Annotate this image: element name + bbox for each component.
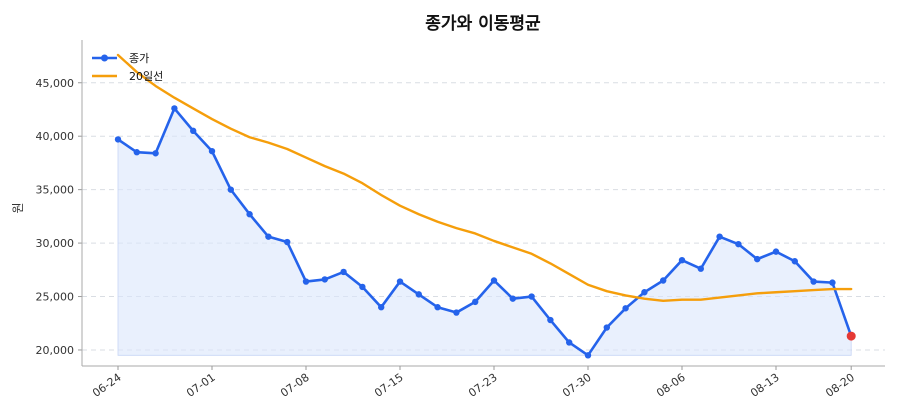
close-point xyxy=(660,277,667,284)
close-point xyxy=(641,289,648,296)
close-point xyxy=(246,211,253,218)
y-tick-label: 30,000 xyxy=(36,237,75,250)
legend-label-close: 종가 xyxy=(129,52,149,65)
close-point xyxy=(754,255,761,263)
close-point xyxy=(622,305,629,312)
chart-title: 종가와 이동평균 xyxy=(425,14,541,34)
ma20-line xyxy=(116,53,853,302)
close-point xyxy=(678,256,686,264)
x-tick-label: 07-23 xyxy=(466,371,500,400)
x-tick-label: 07-01 xyxy=(184,371,218,400)
close-point xyxy=(716,233,723,240)
close-point xyxy=(791,258,798,265)
close-point xyxy=(584,352,592,359)
close-point xyxy=(378,304,385,311)
close-point xyxy=(735,240,742,248)
close-point xyxy=(829,279,836,286)
close-point xyxy=(472,298,479,306)
series-lines xyxy=(116,53,853,357)
close-point xyxy=(810,278,817,285)
y-tick-label: 35,000 xyxy=(36,184,75,197)
close-point xyxy=(415,291,422,298)
close-point xyxy=(509,295,516,302)
close-point xyxy=(227,186,234,193)
close-point xyxy=(490,277,498,284)
close-point xyxy=(114,136,122,143)
x-tick-label: 08-06 xyxy=(654,371,688,400)
close-point xyxy=(453,309,460,316)
close-area-fill xyxy=(117,107,852,356)
close-point xyxy=(152,150,159,157)
y-tick-label: 20,000 xyxy=(36,344,75,357)
y-tick-label: 25,000 xyxy=(36,291,75,304)
close-point xyxy=(302,278,310,285)
close-point xyxy=(547,316,554,324)
y-axis-label: 원 xyxy=(11,202,25,213)
close-point xyxy=(772,248,780,255)
legend-marker-close xyxy=(101,54,108,62)
x-tick-label: 07-30 xyxy=(560,371,594,400)
close-point xyxy=(321,276,328,283)
close-point xyxy=(566,339,573,346)
legend-label-ma20: 20일선 xyxy=(129,69,163,83)
close-point xyxy=(208,147,216,155)
close-point xyxy=(528,293,535,300)
close-point xyxy=(133,149,140,156)
close-area xyxy=(117,107,852,356)
close-point xyxy=(171,105,178,112)
data-points xyxy=(114,105,856,359)
y-tick-label: 45,000 xyxy=(36,77,75,90)
close-point xyxy=(265,233,272,240)
x-tick-label: 07-15 xyxy=(372,371,406,400)
close-point xyxy=(434,304,441,311)
close-point xyxy=(359,283,366,291)
close-point xyxy=(697,265,704,272)
last-close-point xyxy=(846,331,856,341)
legend: 종가 20일선 xyxy=(92,52,163,83)
close-point xyxy=(340,268,347,276)
x-tick-label: 08-13 xyxy=(748,371,782,400)
x-tick-label: 07-08 xyxy=(278,371,312,400)
close-point xyxy=(396,278,404,285)
x-tick-label: 06-24 xyxy=(90,371,124,400)
close-point xyxy=(284,238,291,246)
y-tick-label: 40,000 xyxy=(36,130,75,143)
close-point xyxy=(190,127,197,135)
close-line xyxy=(116,107,853,357)
x-tick-label: 08-20 xyxy=(823,371,857,400)
close-point xyxy=(603,324,610,331)
